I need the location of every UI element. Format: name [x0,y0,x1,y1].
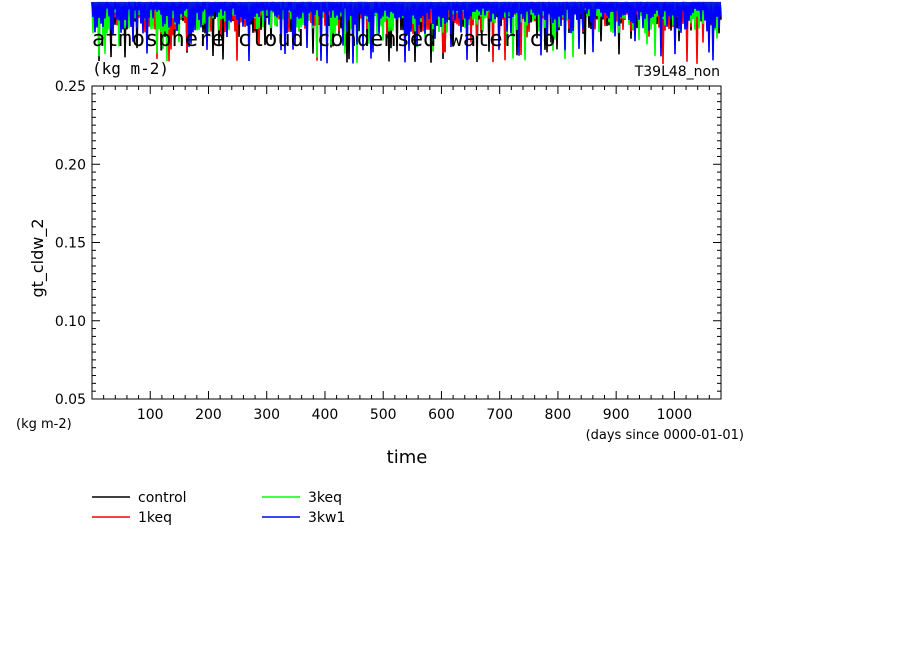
y-tick-label: 0.15 [55,236,86,252]
legend-label: 3kw1 [308,510,345,526]
x-tick-label: 1000 [657,407,693,423]
y-unit-label: (kg m-2) [16,417,72,432]
x-tick-label: 100 [137,407,164,423]
x-tick-label: 800 [545,407,572,423]
x-tick-label: 600 [428,407,455,423]
y-tick-label: 0.20 [55,157,86,173]
chart-subtitle: (kg m-2) [92,59,169,78]
experiment-label: T39L48_non [634,64,720,80]
legend-label: 1keq [138,510,172,526]
x-tick-label: 400 [312,407,339,423]
x-unit-label: (days since 0000-01-01) [586,428,744,443]
x-tick-label: 900 [603,407,630,423]
x-tick-label: 700 [486,407,513,423]
legend: control 1keq 3keq 3kw1 [92,490,345,526]
x-axis-label: time [387,447,428,468]
plot-frame [91,85,722,400]
y-axis-label: gt_cldw_2 [28,218,48,297]
y-tick-label: 0.25 [55,79,86,95]
y-tick-label: 0.05 [55,392,86,408]
chart-title: atmosphere cloud condensed water co [92,27,556,52]
axis-ticks: 100 200 300 400 500 600 700 800 900 1000 0.05 0.10 0… [55,79,721,423]
series-line-3kw1 [91,1,722,64]
x-tick-label: 500 [370,407,397,423]
legend-label: control [138,490,187,506]
x-tick-label: 200 [195,407,222,423]
series-traces [91,1,722,65]
legend-label: 3keq [308,490,342,506]
x-tick-label: 300 [253,407,280,423]
y-tick-label: 0.10 [55,314,86,330]
